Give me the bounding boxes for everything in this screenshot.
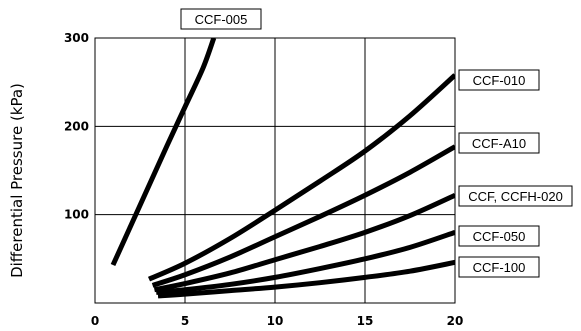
plot-frame <box>94 37 456 304</box>
series-label: CCF-005 <box>195 12 248 27</box>
axis-layer: 0 5 10 15 20 100 200 300 <box>64 31 463 328</box>
series-label-frame <box>458 132 540 154</box>
series-label: CCF-100 <box>473 260 526 275</box>
series-label: CCF-050 <box>473 229 526 244</box>
series-label-frame <box>458 69 540 91</box>
y-tick-label: 200 <box>64 119 89 133</box>
series-label-frame <box>458 225 540 247</box>
series-label-box: CCF, CCFH-020 <box>458 185 573 207</box>
series-line <box>151 144 455 288</box>
y-tick-label: 100 <box>64 208 89 222</box>
series-line <box>110 38 217 267</box>
series-line <box>153 192 455 293</box>
x-tick-label: 5 <box>181 314 189 328</box>
x-tick-label: 15 <box>357 314 374 328</box>
series-label-box: CCF-010 <box>458 69 540 91</box>
series-label-frame <box>180 8 262 30</box>
series-label-box: CCF-050 <box>458 225 540 247</box>
series-line <box>155 229 455 295</box>
x-tick-label: 20 <box>447 314 464 328</box>
series-label-layer: CCF-005 CCF-010 CCF-A10 CCF, CCFH-020 CCF-05… <box>180 8 573 278</box>
series-label-frame <box>458 185 573 207</box>
series-label: CCF, CCFH-020 <box>468 189 563 204</box>
series-label: CCF-010 <box>473 73 526 88</box>
series-label: CCF-A10 <box>472 136 526 151</box>
series-layer <box>110 38 455 299</box>
grid-layer <box>95 38 455 303</box>
series-label-box: CCF-100 <box>458 256 540 278</box>
series-line <box>147 73 455 282</box>
series-label-frame <box>458 256 540 278</box>
x-tick-label: 10 <box>267 314 284 328</box>
series-label-box: CCF-A10 <box>458 132 540 154</box>
y-axis-label: Differential Pressure (kPa) <box>8 83 26 278</box>
series-label-box: CCF-005 <box>180 8 262 30</box>
y-tick-label: 300 <box>64 31 89 45</box>
series-line <box>157 259 455 299</box>
x-tick-label: 0 <box>91 314 99 328</box>
